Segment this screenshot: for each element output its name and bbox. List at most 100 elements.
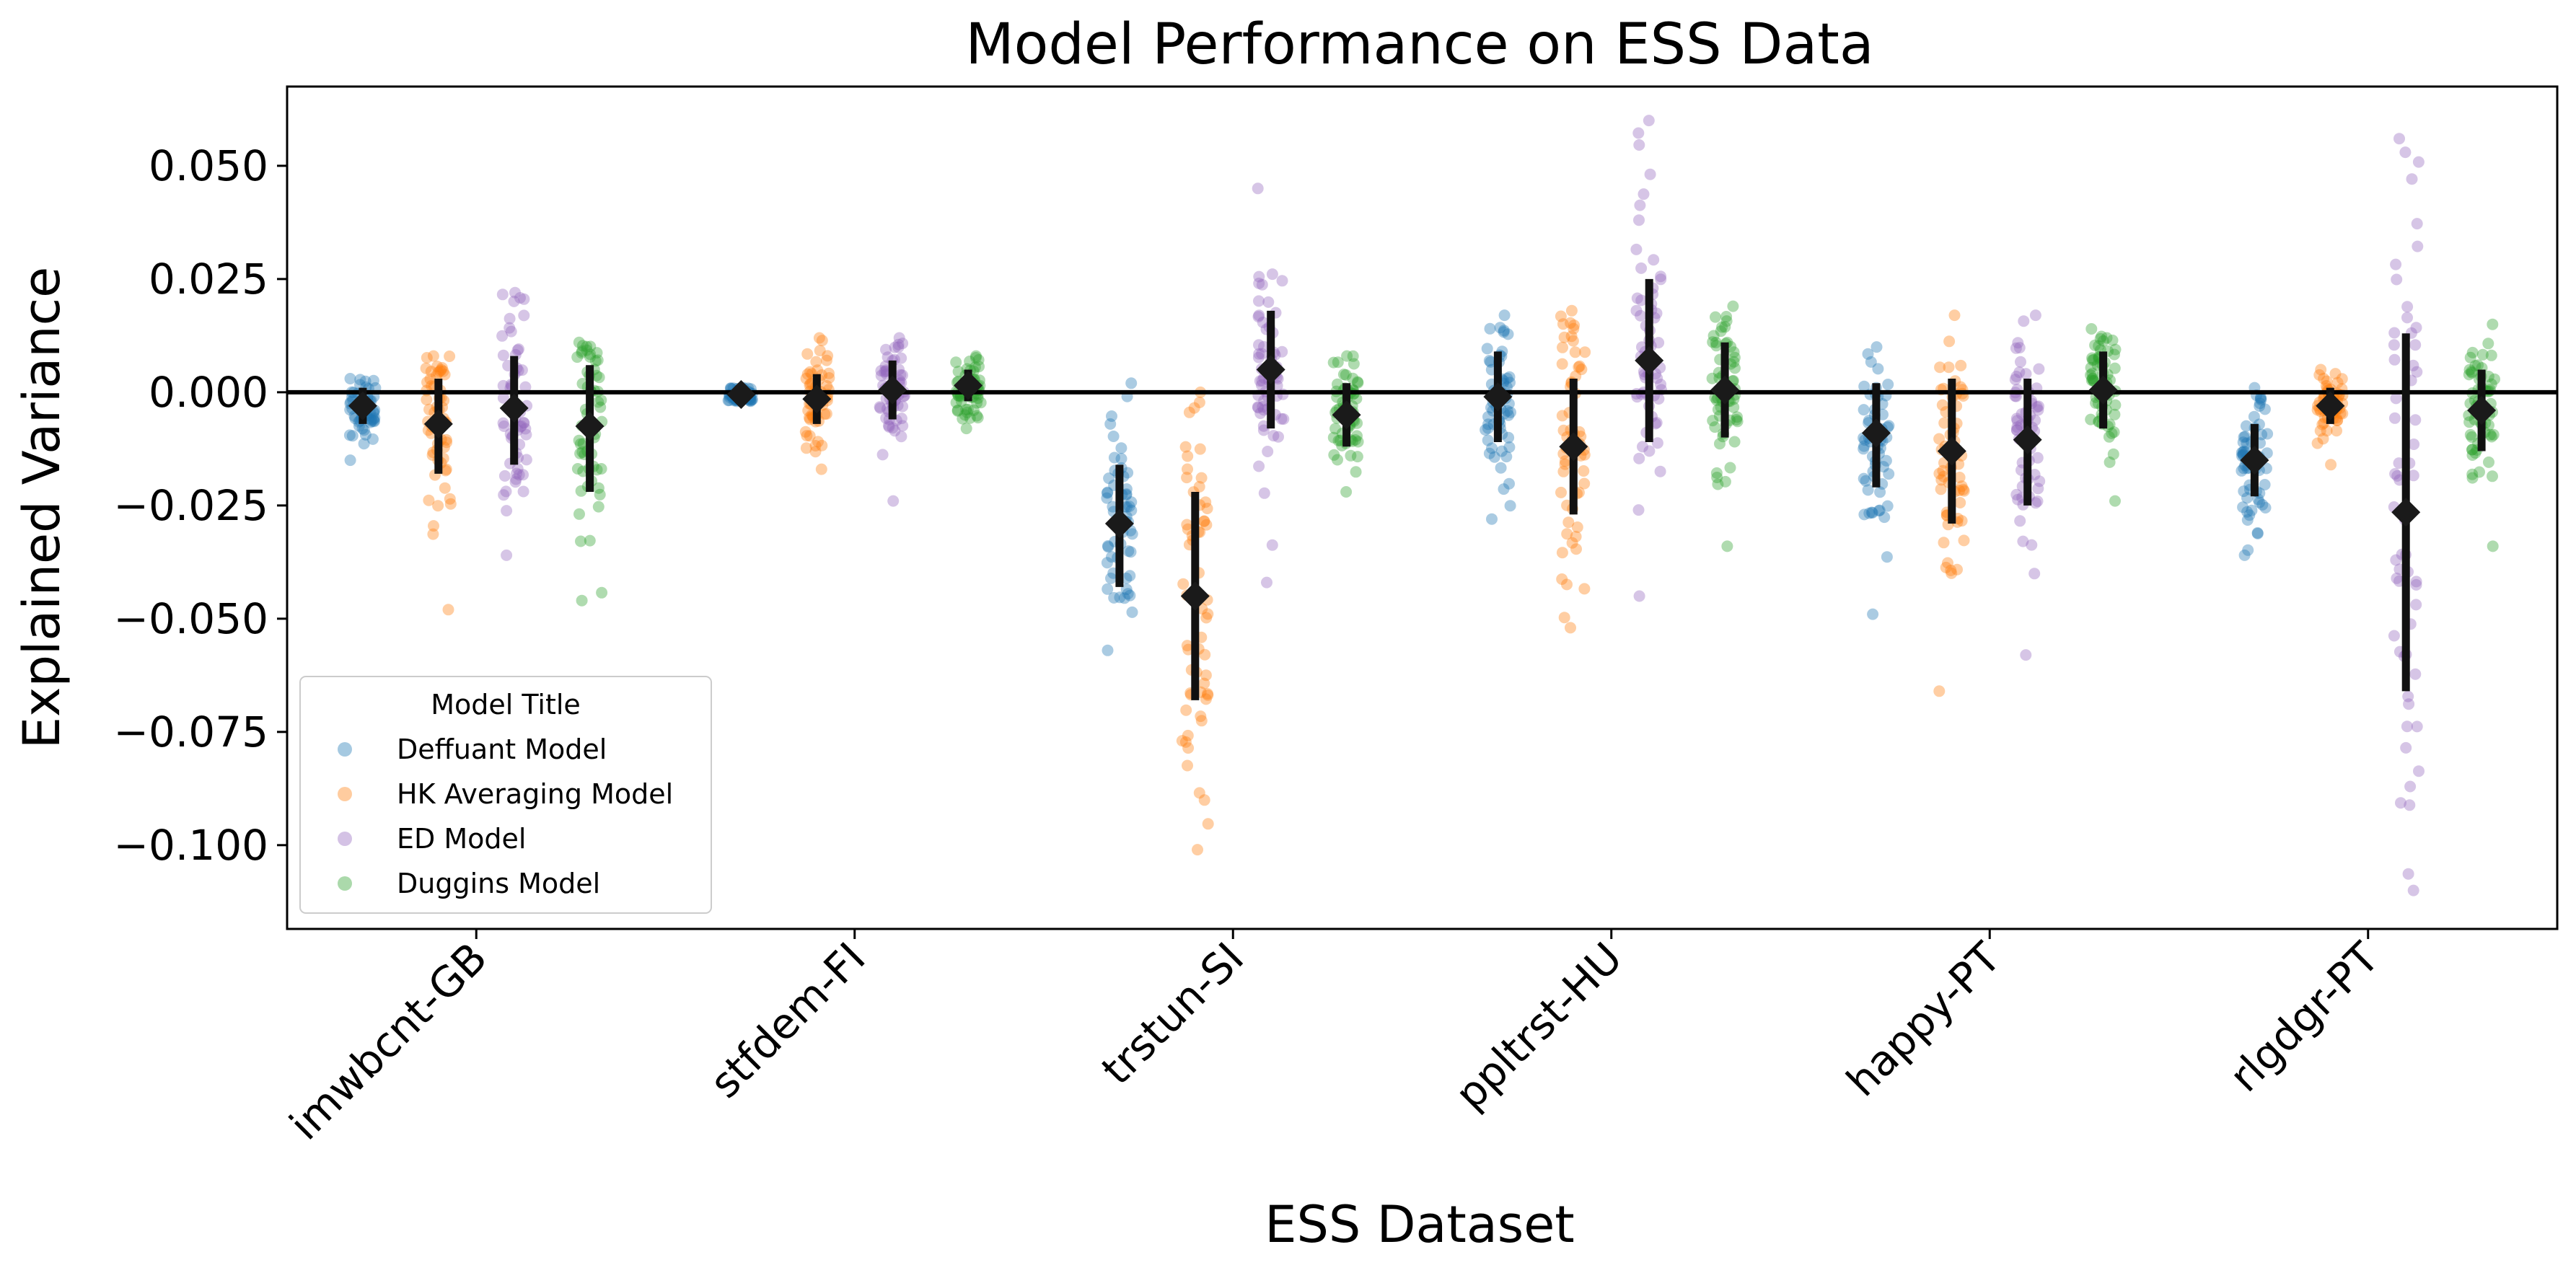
data-point-ed-model (1633, 214, 1645, 226)
data-point-deffuant-model (1122, 467, 1134, 479)
data-point-duggins-model (1719, 475, 1731, 488)
data-point-deffuant-model (1867, 608, 1879, 620)
data-point-hk-averaging-model (2321, 425, 2333, 437)
data-point-ed-model (1655, 273, 1667, 286)
data-point-duggins-model (1348, 358, 1360, 370)
data-point-deffuant-model (2243, 509, 2256, 521)
data-point-duggins-model (2085, 361, 2097, 374)
data-point-duggins-model (1712, 478, 1724, 490)
data-point-duggins-model (2464, 351, 2476, 363)
data-point-hk-averaging-model (1202, 688, 1213, 700)
data-point-duggins-model (2109, 348, 2120, 361)
data-point-duggins-model (2474, 466, 2485, 478)
data-point-deffuant-model (2254, 496, 2266, 508)
data-point-hk-averaging-model (421, 394, 433, 406)
data-point-ed-model (504, 312, 516, 325)
data-point-ed-model (511, 344, 524, 356)
data-point-hk-averaging-model (2314, 425, 2326, 437)
data-point-deffuant-model (2238, 485, 2250, 498)
data-point-hk-averaging-model (799, 426, 812, 438)
data-point-duggins-model (1327, 431, 1340, 444)
data-point-deffuant-model (1882, 379, 1894, 390)
data-point-duggins-model (1341, 350, 1353, 362)
data-point-deffuant-model (2259, 479, 2271, 490)
data-point-ed-model (2033, 400, 2044, 413)
data-point-deffuant-model (365, 414, 377, 426)
data-point-duggins-model (2104, 456, 2116, 468)
data-point-ed-model (1272, 431, 1284, 443)
data-point-hk-averaging-model (1179, 441, 1192, 453)
data-point-hk-averaging-model (1579, 346, 1591, 358)
data-point-ed-model (1636, 341, 1648, 353)
data-point-duggins-model (2097, 335, 2109, 347)
data-point-hk-averaging-model (1558, 612, 1570, 624)
data-point-duggins-model (576, 594, 588, 607)
data-point-duggins-model (594, 488, 606, 501)
data-point-deffuant-model (1124, 570, 1136, 582)
data-point-duggins-model (2489, 373, 2500, 385)
data-point-deffuant-model (1500, 451, 1513, 463)
data-point-duggins-model (2085, 374, 2098, 387)
data-point-ed-model (2010, 423, 2023, 436)
data-point-hk-averaging-model (1183, 406, 1195, 418)
data-point-hk-averaging-model (1200, 519, 1213, 531)
data-point-ed-model (883, 421, 895, 433)
data-point-hk-averaging-model (1182, 643, 1195, 656)
data-point-ed-model (882, 420, 894, 432)
data-point-duggins-model (972, 354, 985, 366)
mean-marker-hk-averaging-model (1559, 432, 1588, 462)
data-point-ed-model (2410, 576, 2422, 588)
data-point-duggins-model (1729, 362, 1741, 374)
data-point-hk-averaging-model (1180, 704, 1192, 716)
data-point-deffuant-model (1482, 422, 1494, 434)
data-point-hk-averaging-model (801, 348, 814, 360)
data-point-ed-model (1256, 278, 1268, 291)
y-tick-label: −0.025 (113, 481, 268, 530)
data-point-duggins-model (1709, 421, 1721, 433)
data-point-hk-averaging-model (1573, 361, 1585, 373)
data-point-hk-averaging-model (823, 367, 835, 379)
data-point-hk-averaging-model (421, 376, 433, 388)
data-point-duggins-model (1351, 451, 1363, 463)
data-point-deffuant-model (1858, 440, 1871, 452)
data-point-deffuant-model (1483, 355, 1495, 366)
data-point-deffuant-model (1504, 500, 1516, 512)
data-point-duggins-model (2463, 369, 2475, 381)
data-point-ed-model (2018, 315, 2030, 327)
data-point-ed-model (1650, 417, 1663, 429)
data-point-hk-averaging-model (1199, 648, 1211, 661)
data-point-deffuant-model (1125, 504, 1138, 516)
data-point-duggins-model (2109, 399, 2122, 411)
data-point-ed-model (2391, 572, 2403, 584)
data-point-hk-averaging-model (814, 345, 826, 357)
data-point-deffuant-model (2238, 549, 2251, 561)
data-point-hk-averaging-model (444, 493, 456, 505)
data-point-hk-averaging-model (1201, 503, 1213, 514)
data-point-ed-model (874, 401, 886, 413)
data-point-hk-averaging-model (1194, 443, 1206, 455)
data-point-duggins-model (576, 347, 588, 359)
data-point-hk-averaging-model (2331, 376, 2344, 389)
data-point-deffuant-model (1118, 592, 1130, 604)
data-point-hk-averaging-model (423, 403, 435, 415)
data-point-duggins-model (2482, 338, 2494, 350)
data-point-duggins-model (591, 347, 603, 359)
data-point-ed-model (2029, 414, 2041, 426)
data-point-duggins-model (1728, 356, 1740, 368)
data-point-deffuant-model (1878, 461, 1889, 473)
y-tick-label: 0.000 (149, 368, 268, 417)
data-point-duggins-model (971, 410, 983, 422)
data-point-deffuant-model (1503, 441, 1516, 453)
mean-marker-ed-model (878, 375, 907, 405)
data-point-ed-model (1276, 345, 1288, 358)
data-point-ed-model (517, 485, 529, 498)
data-point-ed-model (2404, 799, 2416, 811)
data-point-ed-model (880, 343, 892, 356)
data-point-duggins-model (573, 434, 585, 446)
data-point-hk-averaging-model (1956, 480, 1968, 493)
data-point-duggins-model (581, 340, 593, 353)
data-point-hk-averaging-model (432, 500, 444, 512)
data-point-ed-model (1653, 337, 1665, 349)
mean-marker-deffuant-model (1861, 418, 1891, 448)
legend-marker-deffuant (338, 742, 352, 757)
